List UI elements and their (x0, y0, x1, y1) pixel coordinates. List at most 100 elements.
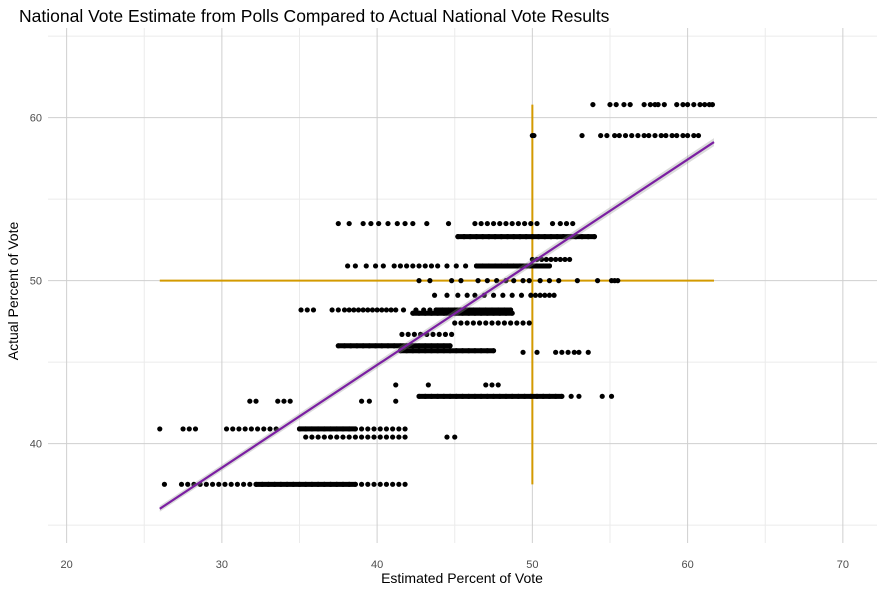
data-point (455, 292, 461, 298)
data-point (444, 263, 450, 269)
data-point (393, 307, 399, 313)
data-point (303, 434, 309, 440)
data-point (497, 393, 503, 399)
data-point (483, 382, 489, 388)
data-point (492, 234, 498, 240)
data-point (352, 481, 358, 487)
data-point (652, 132, 658, 139)
data-point (553, 393, 559, 399)
data-point (563, 220, 570, 227)
data-point (410, 343, 416, 349)
data-point (315, 426, 321, 432)
data-point (585, 349, 591, 355)
data-point (247, 398, 253, 404)
data-point (230, 426, 236, 432)
data-point (372, 343, 379, 349)
data-point (554, 234, 560, 240)
data-point (622, 132, 629, 139)
data-point (685, 101, 691, 108)
data-point (340, 434, 346, 440)
data-point (369, 307, 376, 313)
data-point (327, 481, 334, 487)
data-point (585, 234, 591, 240)
data-point (511, 234, 517, 240)
data-point (304, 307, 310, 313)
data-point (472, 348, 478, 354)
data-point (509, 292, 515, 298)
data-point (441, 348, 447, 354)
data-point (501, 320, 508, 326)
data-point (241, 481, 247, 487)
data-point (399, 331, 405, 337)
data-point (345, 263, 351, 269)
data-point (402, 481, 408, 487)
data-point (341, 307, 348, 313)
regression-line (159, 141, 715, 510)
data-point (284, 481, 290, 487)
data-point (335, 307, 341, 313)
data-point (400, 307, 407, 313)
data-point (486, 234, 492, 240)
data-point (709, 101, 716, 108)
data-point (428, 348, 435, 354)
data-point (695, 132, 702, 139)
x-tick-label: 20 (61, 559, 73, 571)
data-point (390, 434, 396, 440)
data-point (557, 220, 563, 227)
data-point (521, 220, 528, 227)
data-point (495, 382, 501, 388)
data-point (464, 320, 470, 326)
data-point (498, 234, 504, 240)
data-point (484, 220, 490, 227)
data-point (571, 349, 577, 355)
data-point (497, 310, 503, 316)
y-axis-title: Actual Percent of Vote (5, 222, 21, 361)
data-point (540, 393, 546, 399)
data-point (490, 310, 497, 316)
data-point (529, 234, 535, 240)
data-point (515, 393, 521, 399)
data-point (466, 393, 472, 399)
data-point (658, 132, 664, 139)
data-point (635, 132, 641, 139)
data-point (480, 263, 486, 269)
data-point (346, 220, 352, 227)
data-point (327, 426, 334, 432)
data-point (641, 101, 647, 108)
data-point (303, 481, 309, 487)
data-point (484, 393, 490, 399)
data-point (309, 426, 315, 432)
data-point (161, 481, 168, 487)
data-point (535, 234, 542, 240)
data-point (509, 393, 515, 399)
data-point (492, 263, 498, 269)
data-point (537, 278, 543, 284)
data-point (416, 393, 422, 399)
data-point (192, 426, 199, 432)
data-point (321, 426, 327, 432)
data-point (309, 481, 315, 487)
data-point (366, 343, 372, 349)
data-point (478, 220, 484, 227)
data-point (702, 101, 708, 108)
data-point (157, 426, 163, 432)
data-point (354, 343, 360, 349)
data-point (335, 220, 341, 227)
data-point (503, 220, 509, 227)
data-point (669, 132, 675, 139)
data-point (504, 234, 511, 240)
data-point (568, 393, 574, 399)
data-point (551, 292, 557, 298)
data-point (540, 263, 546, 269)
data-point (374, 307, 380, 313)
data-point (346, 481, 352, 487)
data-point (478, 393, 484, 399)
data-point (435, 263, 441, 269)
data-point (428, 310, 435, 316)
data-point (616, 132, 622, 139)
data-point (435, 348, 441, 354)
data-point (365, 426, 371, 432)
data-point (416, 263, 422, 269)
data-point (526, 278, 532, 284)
data-point (315, 434, 321, 440)
